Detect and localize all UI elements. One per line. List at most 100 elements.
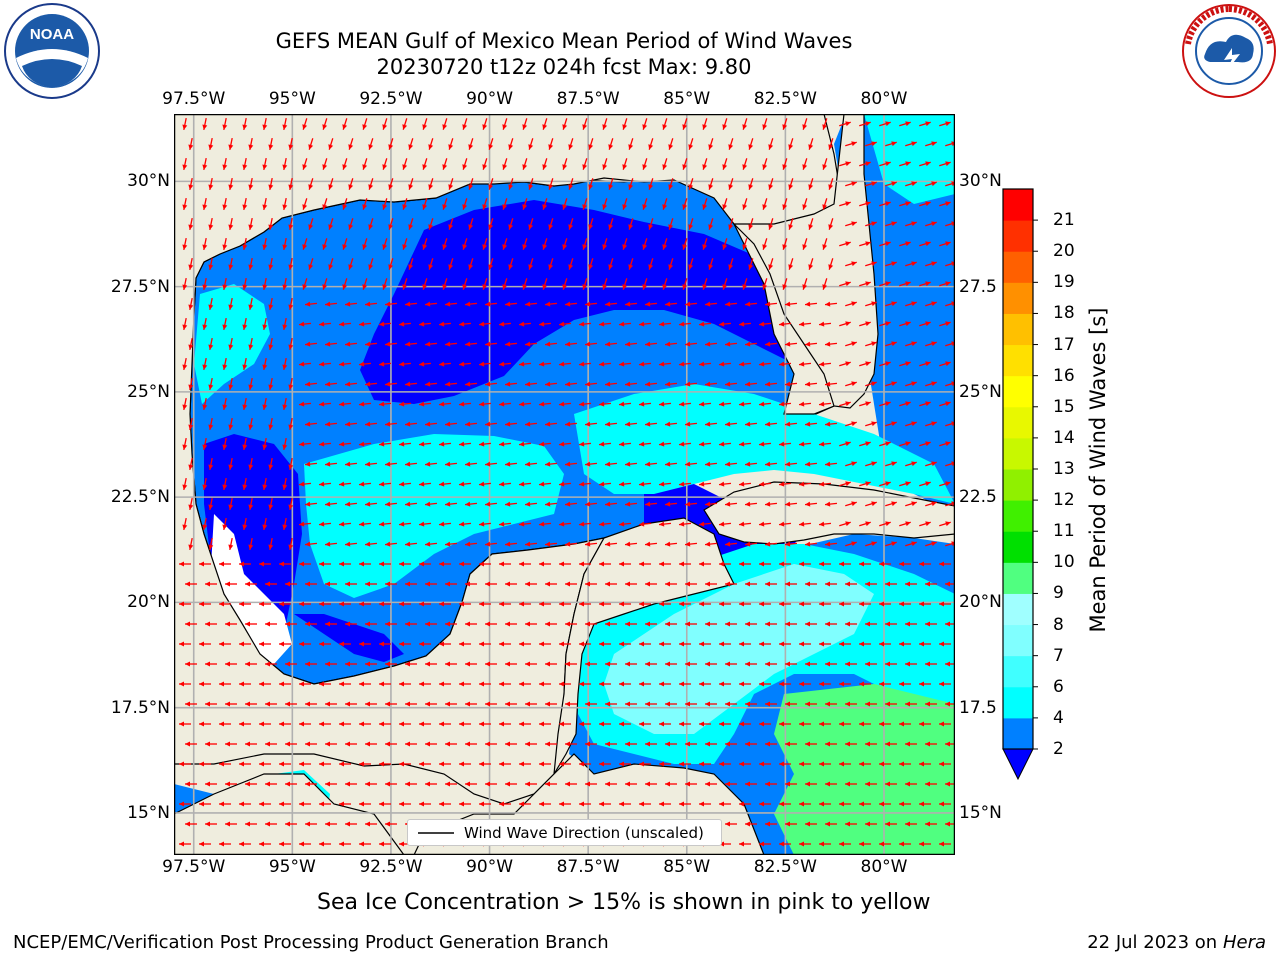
wave-direction-arrow xyxy=(182,397,188,411)
legend-line-icon xyxy=(418,831,454,834)
wave-direction-arrow xyxy=(185,741,197,747)
wave-direction-arrow xyxy=(759,641,771,647)
wave-direction-arrow xyxy=(704,541,718,547)
wave-direction-arrow xyxy=(578,401,592,407)
wave-direction-arrow xyxy=(778,441,792,447)
lat-tick-left: 17.5°N xyxy=(110,697,170,718)
wave-direction-arrow xyxy=(542,118,548,130)
wave-direction-arrow xyxy=(228,497,234,511)
wave-direction-arrow xyxy=(228,137,234,151)
colorbar-segment xyxy=(1003,406,1033,439)
colorbar-tick-label: 17 xyxy=(1053,334,1075,355)
wave-direction-arrow xyxy=(262,197,268,211)
wave-direction-arrow xyxy=(438,481,452,487)
wave-direction-arrow xyxy=(919,521,931,527)
wave-direction-arrow xyxy=(618,441,632,447)
wave-direction-arrow xyxy=(225,581,237,587)
wave-direction-arrow xyxy=(464,461,478,467)
wave-direction-arrow xyxy=(588,178,594,190)
wave-direction-arrow xyxy=(648,138,654,150)
wave-direction-arrow xyxy=(539,561,551,567)
wave-direction-arrow xyxy=(542,238,548,250)
wave-direction-arrow xyxy=(758,321,772,327)
wave-direction-arrow xyxy=(919,481,931,487)
wave-direction-arrow xyxy=(685,621,697,627)
wave-direction-arrow xyxy=(298,401,312,407)
wave-direction-arrow xyxy=(644,541,658,547)
wave-direction-arrow xyxy=(738,321,752,327)
wave-direction-arrow xyxy=(199,761,211,767)
wave-direction-arrow xyxy=(419,801,431,807)
wave-direction-arrow xyxy=(879,481,891,487)
wave-direction-arrow xyxy=(839,201,851,207)
wave-direction-arrow xyxy=(305,701,317,707)
wave-direction-arrow xyxy=(464,341,478,347)
wave-direction-arrow xyxy=(679,721,691,727)
wave-direction-arrow xyxy=(344,381,358,387)
wave-direction-arrow xyxy=(445,781,457,787)
wave-direction-arrow xyxy=(324,541,338,547)
wave-direction-arrow xyxy=(202,437,208,451)
wave-direction-arrow xyxy=(818,321,832,327)
wave-direction-arrow xyxy=(465,781,477,787)
wave-direction-arrow xyxy=(839,481,851,487)
wave-direction-arrow xyxy=(524,421,538,427)
wave-direction-arrow xyxy=(279,601,291,607)
wave-direction-arrow xyxy=(825,781,837,787)
wave-direction-arrow xyxy=(499,561,511,567)
wave-direction-arrow xyxy=(859,681,871,687)
wave-direction-arrow xyxy=(185,821,197,827)
wave-direction-arrow xyxy=(759,601,771,607)
wave-direction-arrow xyxy=(462,198,468,210)
wave-direction-arrow xyxy=(919,281,931,287)
wave-direction-arrow xyxy=(459,681,471,687)
wave-direction-arrow xyxy=(702,278,708,290)
wave-direction-arrow xyxy=(319,681,331,687)
wave-direction-arrow xyxy=(664,501,678,507)
wave-direction-arrow xyxy=(824,341,838,347)
wave-direction-arrow xyxy=(364,341,378,347)
wave-direction-arrow xyxy=(268,257,274,271)
wave-direction-arrow xyxy=(765,741,777,747)
wave-direction-arrow xyxy=(859,721,871,727)
wave-direction-arrow xyxy=(325,661,337,667)
wave-direction-arrow xyxy=(564,381,578,387)
wave-direction-arrow xyxy=(398,481,412,487)
colorbar-tick-label: 4 xyxy=(1053,707,1064,728)
wave-direction-arrow xyxy=(865,261,877,267)
wave-direction-arrow xyxy=(602,238,608,250)
graticule xyxy=(174,114,955,855)
wave-direction-arrow xyxy=(678,401,692,407)
wave-direction-arrow xyxy=(242,197,248,211)
wave-direction-arrow xyxy=(845,661,857,667)
wave-direction-arrow xyxy=(839,641,851,647)
wave-direction-arrow xyxy=(745,701,757,707)
wave-direction-arrow xyxy=(499,761,511,767)
wave-direction-arrow xyxy=(845,621,857,627)
wave-direction-arrow xyxy=(782,278,788,290)
wave-direction-arrow xyxy=(905,541,917,547)
wave-direction-arrow xyxy=(839,561,851,567)
wave-direction-arrow xyxy=(645,661,657,667)
wave-direction-arrow xyxy=(228,417,234,431)
wave-direction-arrow xyxy=(738,441,752,447)
wave-direction-arrow xyxy=(222,477,228,491)
wave-direction-arrow xyxy=(344,341,358,347)
wave-direction-arrow xyxy=(839,681,851,687)
wave-direction-arrow xyxy=(379,561,391,567)
wave-direction-arrow xyxy=(588,218,594,230)
wave-direction-arrow xyxy=(485,621,497,627)
wave-direction-arrow xyxy=(428,138,434,150)
wave-direction-arrow xyxy=(785,781,797,787)
wave-direction-arrow xyxy=(488,218,494,230)
wave-direction-arrow xyxy=(579,721,591,727)
wave-direction-arrow xyxy=(248,297,254,311)
lon-tick-bottom: 97.5°W xyxy=(162,857,226,877)
wave-direction-arrow xyxy=(282,197,288,211)
wave-direction-arrow xyxy=(378,361,392,367)
wave-direction-arrow xyxy=(228,377,234,391)
wave-direction-arrow xyxy=(518,481,532,487)
wave-direction-arrow xyxy=(718,521,732,527)
wave-direction-arrow xyxy=(444,301,458,307)
wave-direction-arrow xyxy=(179,761,191,767)
